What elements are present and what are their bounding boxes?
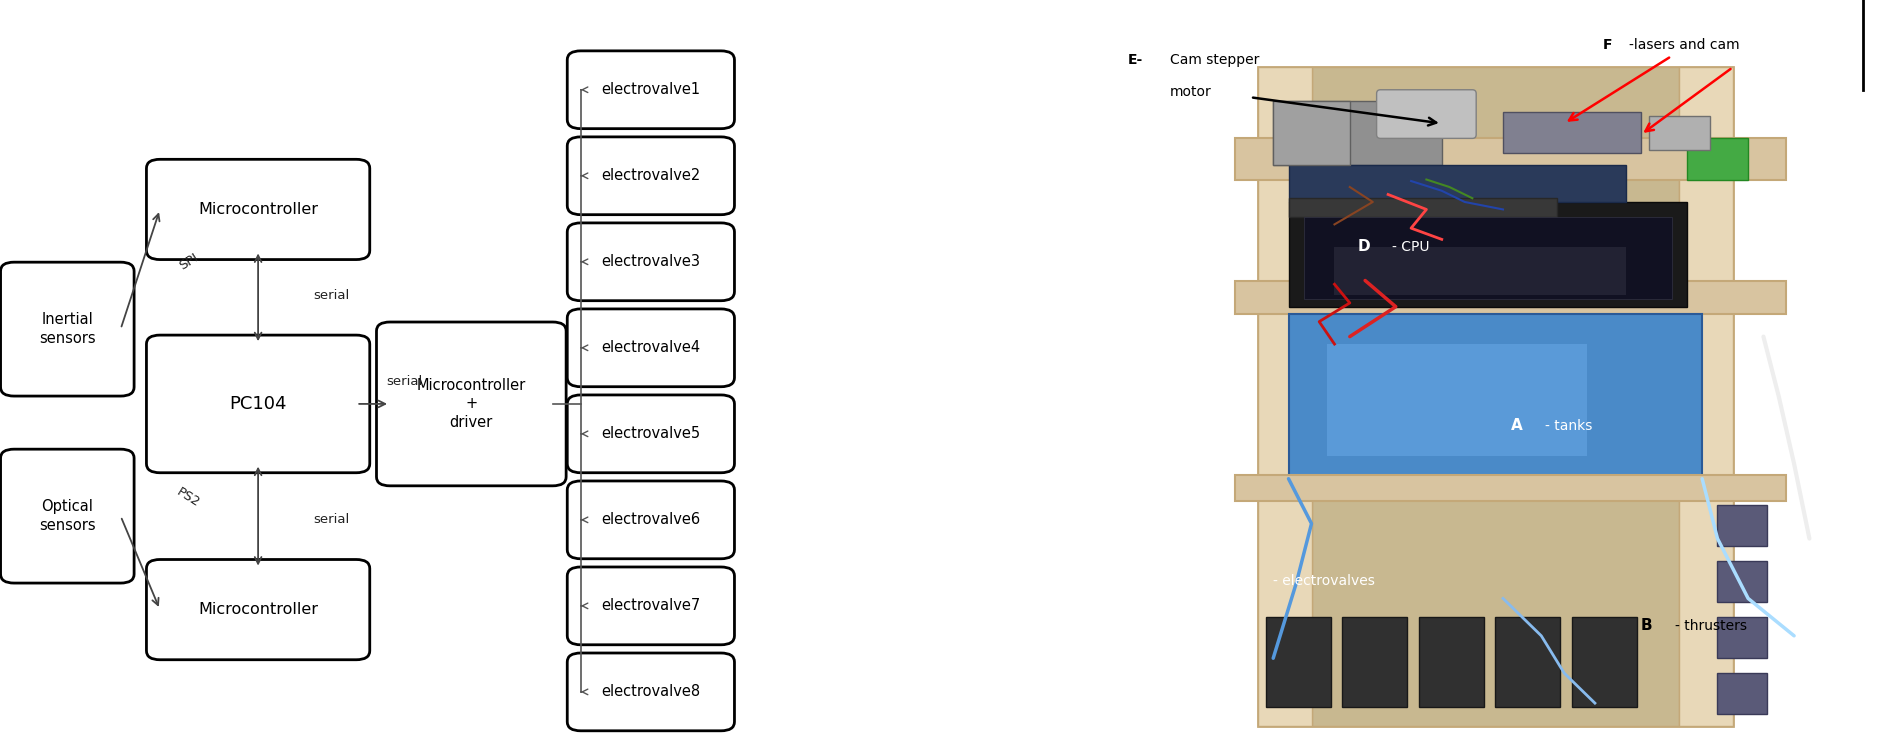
FancyBboxPatch shape <box>568 395 734 473</box>
Bar <box>1718 561 1767 602</box>
Bar <box>1288 198 1556 217</box>
Text: electrovalve1: electrovalve1 <box>602 82 700 97</box>
Bar <box>1686 138 1748 180</box>
Bar <box>1418 617 1484 707</box>
Text: Inertial
sensors: Inertial sensors <box>40 313 96 346</box>
Bar <box>1235 138 1786 180</box>
FancyBboxPatch shape <box>568 481 734 559</box>
Bar <box>1288 165 1626 202</box>
Text: SPI: SPI <box>177 251 200 272</box>
Text: F: F <box>1603 37 1613 52</box>
Bar <box>1258 67 1733 726</box>
Bar <box>1718 673 1767 714</box>
Bar <box>1266 617 1332 707</box>
Bar <box>1288 202 1686 307</box>
Text: - CPU: - CPU <box>1392 239 1430 254</box>
Bar <box>1496 617 1560 707</box>
Text: electrovalve5: electrovalve5 <box>602 426 700 441</box>
Bar <box>1273 101 1441 165</box>
FancyBboxPatch shape <box>568 223 734 301</box>
FancyBboxPatch shape <box>147 159 370 260</box>
Text: D: D <box>1358 239 1369 254</box>
Text: Cam stepper: Cam stepper <box>1169 52 1260 67</box>
Text: Microcontroller: Microcontroller <box>198 202 319 217</box>
Text: Microcontroller
+
driver: Microcontroller + driver <box>417 378 526 430</box>
Text: - thrusters: - thrusters <box>1675 619 1746 633</box>
Text: electrovalve8: electrovalve8 <box>602 684 700 699</box>
Text: serial: serial <box>313 513 349 527</box>
Text: - electrovalves: - electrovalves <box>1273 574 1375 588</box>
Text: Microcontroller: Microcontroller <box>198 602 319 617</box>
Text: PC104: PC104 <box>230 395 287 413</box>
FancyBboxPatch shape <box>0 263 134 396</box>
Text: serial: serial <box>387 375 422 388</box>
Text: -lasers and cam: -lasers and cam <box>1630 37 1741 52</box>
Text: - tanks: - tanks <box>1545 419 1592 433</box>
Text: Optical
sensors: Optical sensors <box>40 500 96 533</box>
FancyBboxPatch shape <box>568 137 734 215</box>
FancyBboxPatch shape <box>568 567 734 645</box>
Text: motor: motor <box>1169 85 1211 99</box>
Text: electrovalve4: electrovalve4 <box>602 340 700 355</box>
Bar <box>1679 67 1733 726</box>
Text: B: B <box>1641 618 1652 633</box>
Text: electrovalve3: electrovalve3 <box>602 254 700 269</box>
Bar <box>1335 247 1626 295</box>
Bar <box>1718 505 1767 546</box>
FancyBboxPatch shape <box>147 335 370 473</box>
Bar <box>1571 617 1637 707</box>
Bar <box>1648 116 1711 150</box>
FancyBboxPatch shape <box>147 560 370 660</box>
Bar <box>1288 314 1703 479</box>
Text: C: C <box>1239 573 1250 588</box>
Bar <box>1235 475 1786 501</box>
Bar <box>1503 112 1641 153</box>
FancyBboxPatch shape <box>0 449 134 583</box>
FancyBboxPatch shape <box>377 322 566 486</box>
Bar <box>1328 344 1588 456</box>
FancyBboxPatch shape <box>1377 90 1477 138</box>
Bar <box>1235 280 1786 314</box>
FancyBboxPatch shape <box>568 653 734 731</box>
FancyBboxPatch shape <box>568 309 734 387</box>
Text: E-: E- <box>1128 52 1143 67</box>
Bar <box>1343 617 1407 707</box>
Bar <box>1258 67 1311 726</box>
Text: A: A <box>1511 418 1522 433</box>
FancyBboxPatch shape <box>568 51 734 129</box>
Bar <box>1273 101 1350 165</box>
Bar <box>1303 217 1671 299</box>
Text: electrovalve6: electrovalve6 <box>602 512 700 527</box>
Bar <box>1718 617 1767 658</box>
Text: electrovalve7: electrovalve7 <box>602 598 700 613</box>
Text: serial: serial <box>313 289 349 302</box>
Text: electrovalve2: electrovalve2 <box>602 168 700 183</box>
Text: PS2: PS2 <box>175 485 202 509</box>
Bar <box>1311 67 1679 726</box>
